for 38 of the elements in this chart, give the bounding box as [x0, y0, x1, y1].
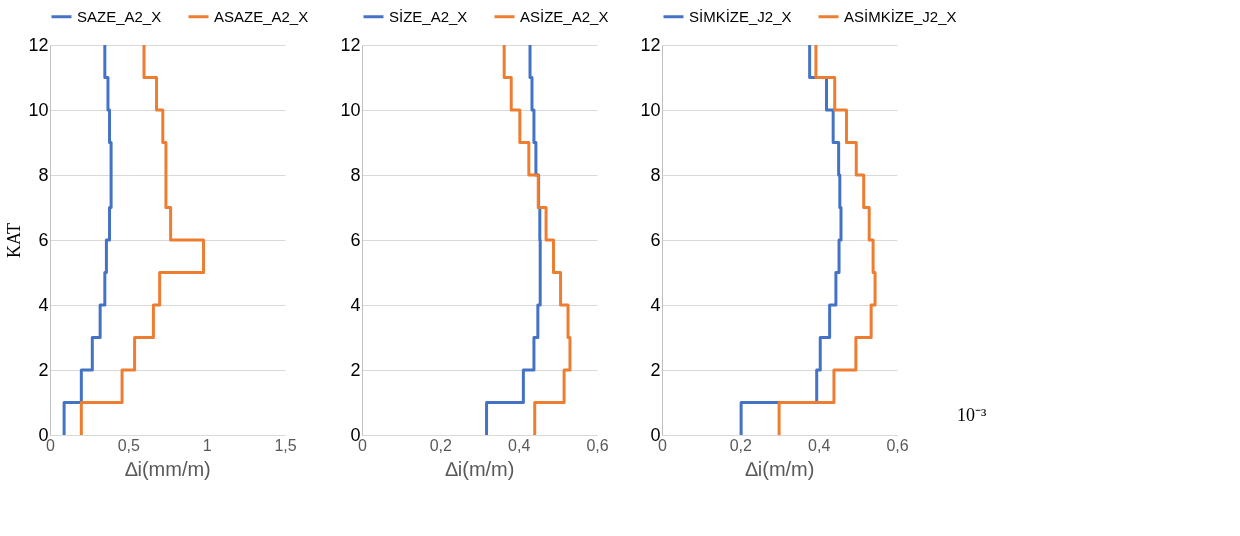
y-tick-label: 6: [38, 229, 49, 250]
x-tick-label: 0,5: [117, 436, 141, 454]
legend-label: SİZE_A2_X: [389, 7, 468, 25]
legend-label: SİMKİZE_J2_X: [689, 7, 792, 25]
x-tick-label: 0,6: [886, 436, 909, 454]
legend-label: SAZE_A2_X: [77, 7, 162, 25]
x-axis-title: ∆i(m/m): [445, 457, 515, 480]
y-axis-title: KAT: [4, 223, 25, 258]
y-tick-label: 4: [650, 294, 661, 315]
x-tick-label: 0,2: [729, 436, 753, 454]
y-tick-label: 4: [350, 294, 361, 315]
x-axis-title: ∆i(m/m): [745, 457, 815, 480]
legend-label: ASİMKİZE_J2_X: [844, 7, 957, 25]
y-tick-label: 12: [640, 34, 661, 55]
y-tick-label: 10: [340, 99, 361, 120]
x-tick-label: 1: [202, 436, 212, 454]
x-tick-label: 0,4: [808, 436, 831, 454]
y-tick-label: 12: [340, 34, 361, 55]
y-tick-label: 8: [38, 164, 49, 185]
y-tick-label: 12: [28, 34, 49, 55]
legend-label: ASAZE_A2_X: [214, 7, 309, 25]
x-tick-label: 0,2: [429, 436, 453, 454]
y-tick-label: 10: [28, 99, 49, 120]
text: 10⁻³: [957, 405, 987, 425]
y-tick-label: 4: [38, 294, 49, 315]
x-tick-label: 1,5: [274, 436, 297, 454]
y-tick-label: 2: [350, 359, 361, 380]
y-tick-label: 6: [350, 229, 361, 250]
y-tick-label: 8: [350, 164, 361, 185]
y-tick-label: 6: [650, 229, 661, 250]
x-axis-title: ∆i(mm/m): [125, 457, 211, 480]
y-tick-label: 2: [38, 359, 49, 380]
y-tick-label: 10: [640, 99, 661, 120]
y-tick-label: 8: [650, 164, 661, 185]
legend-label: ASİZE_A2_X: [520, 7, 609, 25]
y-tick-label: 2: [650, 359, 661, 380]
x-tick-label: 0,6: [586, 436, 609, 454]
x-tick-label: 0,4: [508, 436, 531, 454]
